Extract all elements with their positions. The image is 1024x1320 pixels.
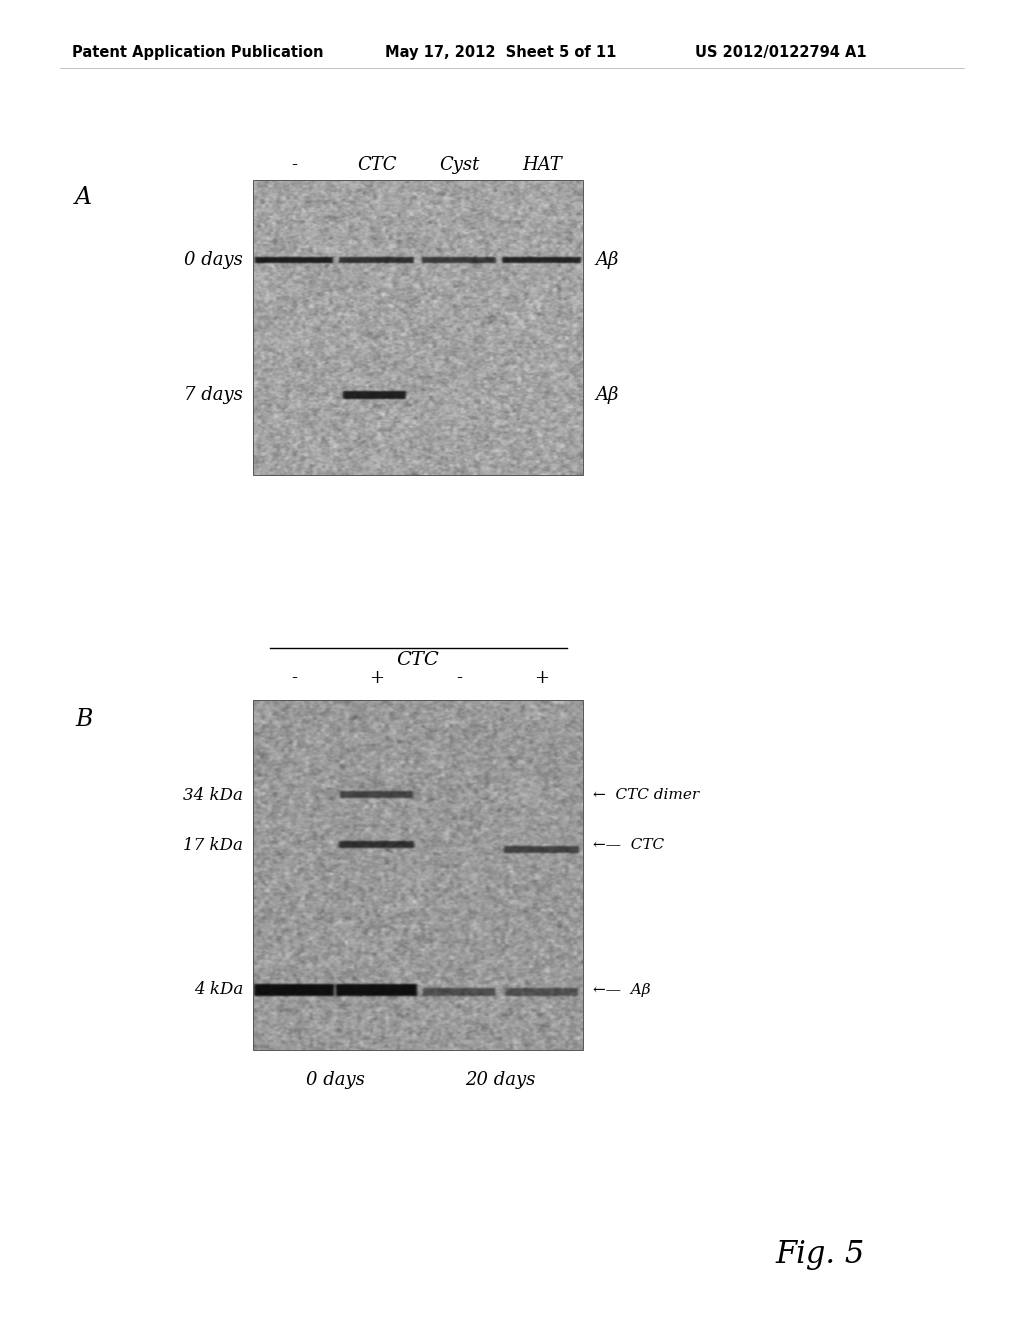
Text: 20 days: 20 days (465, 1071, 536, 1089)
Text: US 2012/0122794 A1: US 2012/0122794 A1 (695, 45, 866, 59)
Text: ←—  CTC: ←— CTC (593, 838, 665, 851)
Text: A: A (75, 186, 92, 210)
Bar (253, 180, 583, 475)
Text: -: - (291, 669, 297, 686)
Text: Cyst: Cyst (439, 156, 479, 174)
Text: -: - (457, 669, 462, 686)
Text: HAT: HAT (522, 156, 561, 174)
Text: 34 kDa: 34 kDa (183, 787, 243, 804)
Text: 0 days: 0 days (184, 251, 243, 269)
Text: Aβ: Aβ (595, 385, 618, 404)
Text: ←—  Aβ: ←— Aβ (593, 983, 650, 997)
Bar (253, 700, 583, 1049)
Text: B: B (75, 709, 92, 731)
Text: 4 kDa: 4 kDa (194, 982, 243, 998)
Text: Aβ: Aβ (595, 251, 618, 269)
Text: +: + (370, 669, 384, 686)
Text: Fig. 5: Fig. 5 (775, 1239, 864, 1270)
Text: CTC: CTC (396, 651, 439, 669)
Text: 7 days: 7 days (184, 385, 243, 404)
Text: 17 kDa: 17 kDa (183, 837, 243, 854)
Text: 0 days: 0 days (306, 1071, 365, 1089)
Text: May 17, 2012  Sheet 5 of 11: May 17, 2012 Sheet 5 of 11 (385, 45, 616, 59)
Text: ←  CTC dimer: ← CTC dimer (593, 788, 699, 803)
Text: -: - (291, 156, 297, 174)
Text: +: + (535, 669, 549, 686)
Text: CTC: CTC (357, 156, 396, 174)
Text: Patent Application Publication: Patent Application Publication (72, 45, 324, 59)
